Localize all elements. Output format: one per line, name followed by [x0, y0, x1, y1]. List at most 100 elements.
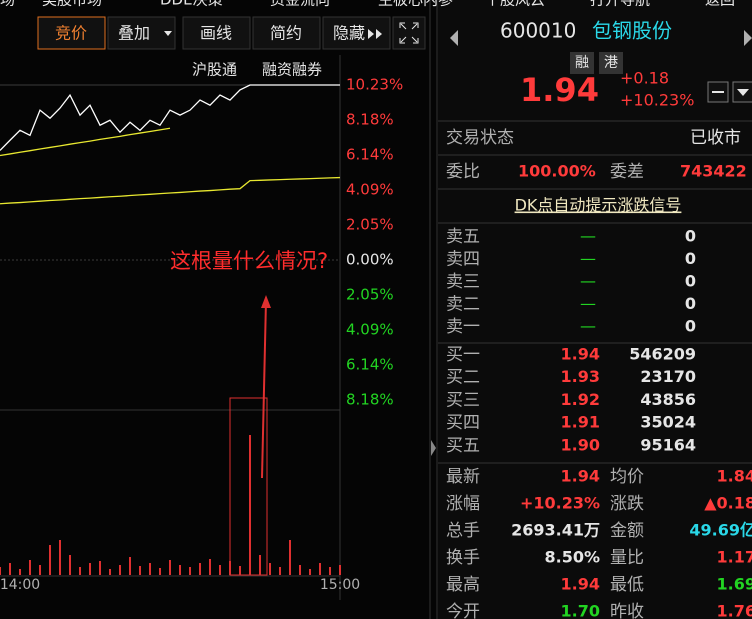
volume-bar — [179, 565, 181, 575]
stat-label: 量比 — [610, 548, 644, 568]
chart-tag: 沪股通 — [192, 61, 237, 79]
volume-bar — [59, 540, 61, 575]
top-menu-item[interactable]: 场 — [0, 0, 15, 9]
stat-label: 今开 — [446, 602, 480, 619]
stat-label: 最高 — [446, 575, 480, 595]
bid-price: 1.91 — [561, 413, 600, 432]
volume-bar — [189, 567, 191, 575]
ask-label: 卖二 — [446, 295, 480, 315]
stat-value: 49.69亿 — [689, 521, 752, 540]
stat-label: 金额 — [610, 521, 644, 541]
y-tick-label: 2.05% — [346, 215, 394, 233]
stat-value: 1.69 — [717, 575, 752, 594]
annotation-arrowhead — [261, 295, 271, 308]
volume-bar — [219, 565, 221, 575]
volume-bar — [29, 560, 31, 575]
toolbar-button[interactable] — [107, 16, 176, 50]
stock-name: 包钢股份 — [592, 19, 672, 43]
next-button[interactable] — [744, 30, 752, 46]
top-menu-item[interactable]: 打开导航 — [590, 0, 650, 9]
stat-value: 1.94 — [561, 467, 600, 486]
volume-bar — [279, 567, 281, 575]
last-price: 1.94 — [520, 71, 599, 109]
ask-price: — — [580, 294, 596, 313]
volume-bar — [169, 560, 171, 575]
bid-volume: 546209 — [629, 345, 696, 364]
ask-price: — — [580, 317, 596, 336]
ask-volume: 0 — [685, 272, 696, 291]
prev-button[interactable] — [450, 30, 458, 46]
top-menu-item[interactable]: 返回 — [705, 0, 735, 9]
volume-bar — [19, 569, 21, 575]
y-tick-label: 6.14% — [346, 356, 394, 374]
chart-tag: 融资融券 — [262, 61, 322, 79]
signal-link[interactable]: DK点自动提示涨跌信号 — [515, 196, 682, 215]
bid-label: 买四 — [446, 413, 480, 433]
stock-tag: 融 — [575, 55, 589, 71]
volume-bar — [99, 561, 101, 575]
volume-bar — [139, 566, 141, 575]
ask-label: 卖一 — [446, 317, 480, 337]
top-menu-item[interactable]: 主板心内参 — [378, 0, 453, 9]
bid-label: 买二 — [446, 368, 480, 388]
row-label: 交易状态 — [446, 128, 514, 148]
row-label: 委比 — [446, 162, 480, 182]
ask-label: 卖四 — [446, 250, 480, 270]
tag-box — [570, 52, 594, 74]
ask-volume: 0 — [685, 294, 696, 313]
volume-bar — [199, 563, 201, 575]
volume-bar — [109, 569, 111, 575]
volume-bar — [159, 568, 161, 575]
y-tick-label: 0.00% — [346, 251, 394, 269]
expand-icon — [368, 29, 374, 39]
toolbar-button[interactable] — [37, 16, 106, 50]
toolbar-label: 叠加 — [118, 24, 150, 43]
stat-label: 换手 — [446, 548, 480, 568]
stock-tag: 港 — [604, 55, 618, 71]
stat-value: 1.94 — [561, 575, 600, 594]
bid-volume: 35024 — [640, 413, 696, 432]
top-menu-item[interactable]: 个股风云 — [485, 0, 545, 9]
top-menu-item[interactable]: 资金流向 — [270, 0, 330, 9]
volume-bar — [79, 567, 81, 575]
ask-price: — — [580, 249, 596, 268]
annotation: 这根量什么情况? — [170, 249, 328, 273]
bid-label: 买五 — [446, 436, 480, 456]
volume-bar — [299, 565, 301, 575]
y-tick-label: 8.18% — [346, 111, 394, 129]
volume-bar — [259, 555, 261, 575]
bid-price: 1.90 — [561, 435, 600, 454]
stat-value: 1.70 — [561, 602, 600, 619]
x-tick-label: 15:00 — [320, 577, 360, 593]
toolbar-label: 隐藏 — [333, 24, 365, 43]
fullscreen-button[interactable] — [392, 16, 426, 50]
volume-bar — [49, 545, 51, 575]
stat-label: 最低 — [610, 575, 644, 595]
top-menu-item[interactable]: DDE决策 — [160, 0, 223, 9]
toolbar-label: 简约 — [270, 24, 302, 43]
price-line — [0, 84, 340, 151]
collapse-handle[interactable] — [431, 440, 436, 456]
bid-volume: 23170 — [640, 367, 696, 386]
stat-value: 1.76 — [717, 602, 752, 619]
top-menu-item[interactable]: 美股市场 — [42, 0, 102, 9]
toolbar-button[interactable] — [182, 16, 251, 50]
tag-box — [599, 52, 623, 74]
stat-value: ▲0.18 — [704, 494, 752, 513]
y-tick-label: 4.09% — [346, 181, 394, 199]
y-tick-label: 8.18% — [346, 391, 394, 409]
expand-icon — [376, 29, 382, 39]
volume-bar — [69, 555, 71, 575]
price-change-pct: +10.23% — [620, 91, 694, 110]
volume-bar — [269, 563, 271, 575]
ask-label: 卖三 — [446, 272, 480, 292]
volume-bar — [239, 566, 241, 575]
stat-value: 2693.41万 — [511, 521, 600, 540]
toolbar-button[interactable] — [252, 16, 321, 50]
stat-value: 1.84 — [717, 467, 752, 486]
volume-bar — [329, 567, 331, 575]
dropdown-icon — [737, 89, 749, 96]
y-tick-label: 10.23% — [346, 76, 403, 94]
row-value: 已收市 — [690, 128, 741, 148]
